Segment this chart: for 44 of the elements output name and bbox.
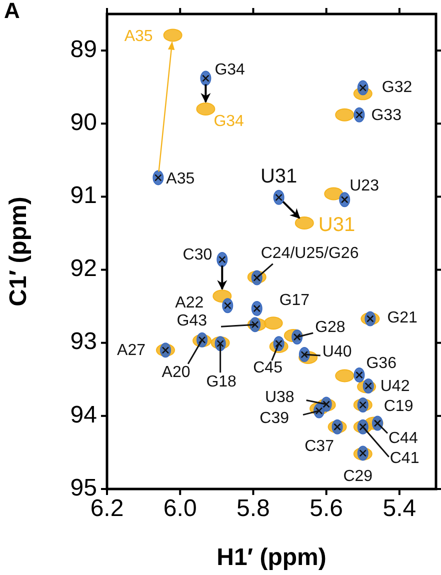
annotation: G36 (366, 355, 397, 372)
annotation: C39 (260, 410, 290, 427)
annotation: G17 (279, 292, 310, 310)
annotation: C44 (388, 430, 418, 448)
annotation: A35 (166, 170, 195, 188)
y-tick-label: 91 (70, 182, 97, 210)
annotation: U42 (380, 378, 410, 395)
annotation: A20 (162, 364, 190, 381)
annotation: U38 (264, 389, 294, 406)
y-tick-label: 90 (70, 108, 97, 136)
y-tick-label: 94 (70, 401, 97, 428)
annotation: A35 (124, 28, 153, 46)
annotation: G34 (214, 61, 246, 78)
x-axis-title: H1′ (ppm) (216, 544, 326, 571)
y-tick-label: 89 (70, 36, 97, 63)
annotation: G33 (371, 106, 402, 124)
y-tick-label: 93 (70, 328, 97, 356)
annotation: G34 (214, 113, 244, 130)
annotation: C24/U25/G26 (260, 244, 359, 262)
annotation: C30 (182, 246, 212, 264)
annotation: U31 (318, 214, 356, 236)
annotation: G18 (206, 374, 237, 391)
chart-title: A (4, 0, 20, 23)
annotation: C37 (304, 438, 334, 455)
annotation: G28 (315, 319, 346, 336)
annotation: C29 (343, 468, 373, 486)
y-tick-label: 92 (70, 255, 97, 282)
annotation: G43 (176, 312, 208, 330)
annotation: U40 (322, 344, 352, 361)
x-tick-label: 6.2 (90, 495, 124, 522)
x-tick-label: 5.4 (382, 495, 416, 522)
annotation: A22 (175, 294, 204, 312)
annotation: G32 (382, 78, 412, 96)
annotation: U31 (260, 165, 298, 188)
annotation: C41 (390, 450, 420, 467)
x-tick-label: 5.6 (310, 495, 344, 522)
annotation: G21 (387, 310, 418, 327)
y-axis-title: C1′ (ppm) (5, 196, 32, 306)
annotation: U23 (350, 178, 380, 195)
x-tick-label: 6.0 (163, 495, 197, 522)
x-tick-label: 5.8 (236, 495, 270, 522)
annotation: C45 (253, 360, 283, 377)
annotation: C19 (384, 398, 414, 415)
annotation: A27 (117, 342, 146, 360)
